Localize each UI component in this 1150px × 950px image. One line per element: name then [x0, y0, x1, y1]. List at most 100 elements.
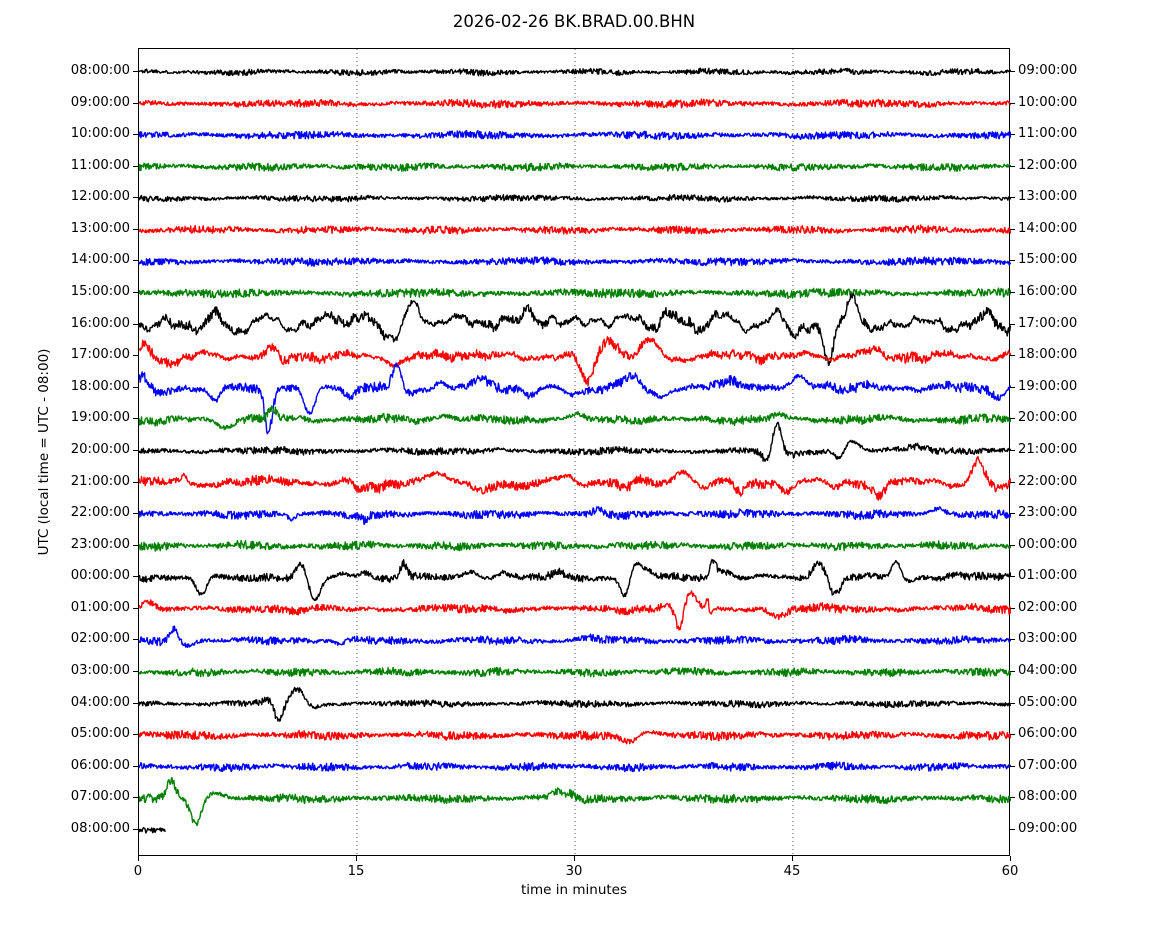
seismogram-trace	[139, 162, 1011, 172]
seismogram-trace	[139, 539, 1011, 552]
seismogram-trace	[139, 98, 1011, 109]
right-time-label: 19:00:00	[1018, 378, 1078, 394]
seismogram-trace	[139, 666, 1011, 678]
y-tick-right	[1010, 228, 1015, 230]
y-tick-right	[1010, 481, 1015, 483]
left-time-label: 05:00:00	[70, 726, 130, 742]
y-tick-right	[1010, 355, 1015, 357]
y-tick-left	[133, 765, 138, 767]
y-tick-left	[133, 797, 138, 799]
right-time-label: 12:00:00	[1018, 157, 1078, 173]
right-time-label: 20:00:00	[1018, 410, 1078, 426]
y-tick-left	[133, 481, 138, 483]
y-tick-right	[1010, 71, 1015, 72]
y-tick-right	[1010, 134, 1015, 136]
y-tick-right	[1010, 418, 1015, 420]
y-tick-left	[133, 734, 138, 736]
right-time-label: 09:00:00	[1018, 820, 1078, 836]
right-time-label: 10:00:00	[1018, 94, 1078, 110]
y-tick-left	[133, 449, 138, 451]
x-tick	[137, 856, 139, 861]
right-time-label: 03:00:00	[1018, 631, 1078, 647]
left-time-label: 14:00:00	[70, 252, 130, 268]
left-time-label: 12:00:00	[70, 189, 130, 205]
seismogram-trace	[139, 506, 1011, 525]
seismogram-trace	[139, 67, 1011, 77]
y-tick-left	[133, 134, 138, 136]
seismogram-trace	[139, 362, 1011, 435]
y-tick-right	[1010, 513, 1015, 515]
y-tick-left	[133, 544, 138, 546]
x-tick	[573, 856, 575, 861]
left-time-label: 03:00:00	[70, 663, 130, 679]
y-tick-right	[1010, 828, 1015, 830]
left-time-label: 13:00:00	[70, 220, 130, 236]
y-tick-right	[1010, 260, 1015, 262]
y-tick-left	[133, 418, 138, 420]
seismogram-trace	[139, 336, 1011, 387]
seismogram-trace	[139, 625, 1011, 649]
y-tick-left	[133, 355, 138, 357]
right-time-label: 11:00:00	[1018, 126, 1078, 142]
right-time-label: 00:00:00	[1018, 536, 1078, 552]
y-tick-right	[1010, 576, 1015, 578]
y-tick-left	[133, 228, 138, 230]
x-tick	[791, 856, 793, 861]
y-tick-left	[133, 513, 138, 515]
seismogram-trace	[139, 421, 1011, 462]
left-time-label: 08:00:00	[70, 63, 130, 78]
seismogram-trace	[139, 686, 1011, 722]
left-time-label: 08:00:00	[70, 820, 130, 836]
x-tick	[355, 856, 357, 861]
seismogram-trace	[139, 761, 1011, 773]
y-tick-left	[133, 386, 138, 388]
plot-frame	[138, 48, 1011, 857]
y-tick-right	[1010, 671, 1015, 673]
y-tick-left	[133, 607, 138, 609]
right-time-label: 16:00:00	[1018, 284, 1078, 300]
left-time-label: 19:00:00	[70, 410, 130, 426]
x-tick-label: 15	[347, 864, 365, 879]
seismogram-trace	[139, 827, 166, 834]
seismogram-trace	[139, 256, 1011, 267]
right-time-label: 22:00:00	[1018, 473, 1078, 489]
y-tick-left	[133, 639, 138, 641]
left-time-label: 04:00:00	[70, 694, 130, 710]
left-time-label: 21:00:00	[70, 473, 130, 489]
y-tick-right	[1010, 797, 1015, 799]
right-time-label: 08:00:00	[1018, 789, 1078, 805]
y-tick-right	[1010, 544, 1015, 546]
right-time-label: 04:00:00	[1018, 663, 1078, 679]
right-time-label: 09:00:00	[1018, 63, 1078, 78]
y-tick-right	[1010, 765, 1015, 767]
y-tick-left	[133, 671, 138, 673]
y-tick-right	[1010, 323, 1015, 325]
left-time-label: 22:00:00	[70, 505, 130, 521]
left-time-label: 16:00:00	[70, 315, 130, 331]
x-tick-label: 0	[133, 864, 143, 879]
right-time-label: 18:00:00	[1018, 347, 1078, 363]
right-time-label: 14:00:00	[1018, 220, 1078, 236]
left-time-label: 00:00:00	[70, 568, 130, 584]
seismogram-trace	[139, 287, 1011, 299]
y-tick-left	[133, 260, 138, 262]
right-time-label: 02:00:00	[1018, 599, 1078, 615]
y-tick-left	[133, 828, 138, 830]
x-axis-label: time in minutes	[520, 882, 628, 898]
y-tick-right	[1010, 386, 1015, 388]
y-tick-right	[1010, 165, 1015, 167]
right-time-label: 15:00:00	[1018, 252, 1078, 268]
left-time-label: 10:00:00	[70, 126, 130, 142]
left-time-label: 23:00:00	[70, 536, 130, 552]
y-tick-right	[1010, 702, 1015, 704]
y-tick-left	[133, 102, 138, 104]
x-tick-label: 30	[565, 864, 583, 879]
left-time-label: 20:00:00	[70, 441, 130, 457]
y-tick-left	[133, 292, 138, 294]
x-tick-label: 60	[1001, 864, 1019, 879]
y-tick-right	[1010, 607, 1015, 609]
y-tick-right	[1010, 197, 1015, 199]
seismogram-trace	[139, 729, 1011, 745]
right-time-label: 01:00:00	[1018, 568, 1078, 584]
